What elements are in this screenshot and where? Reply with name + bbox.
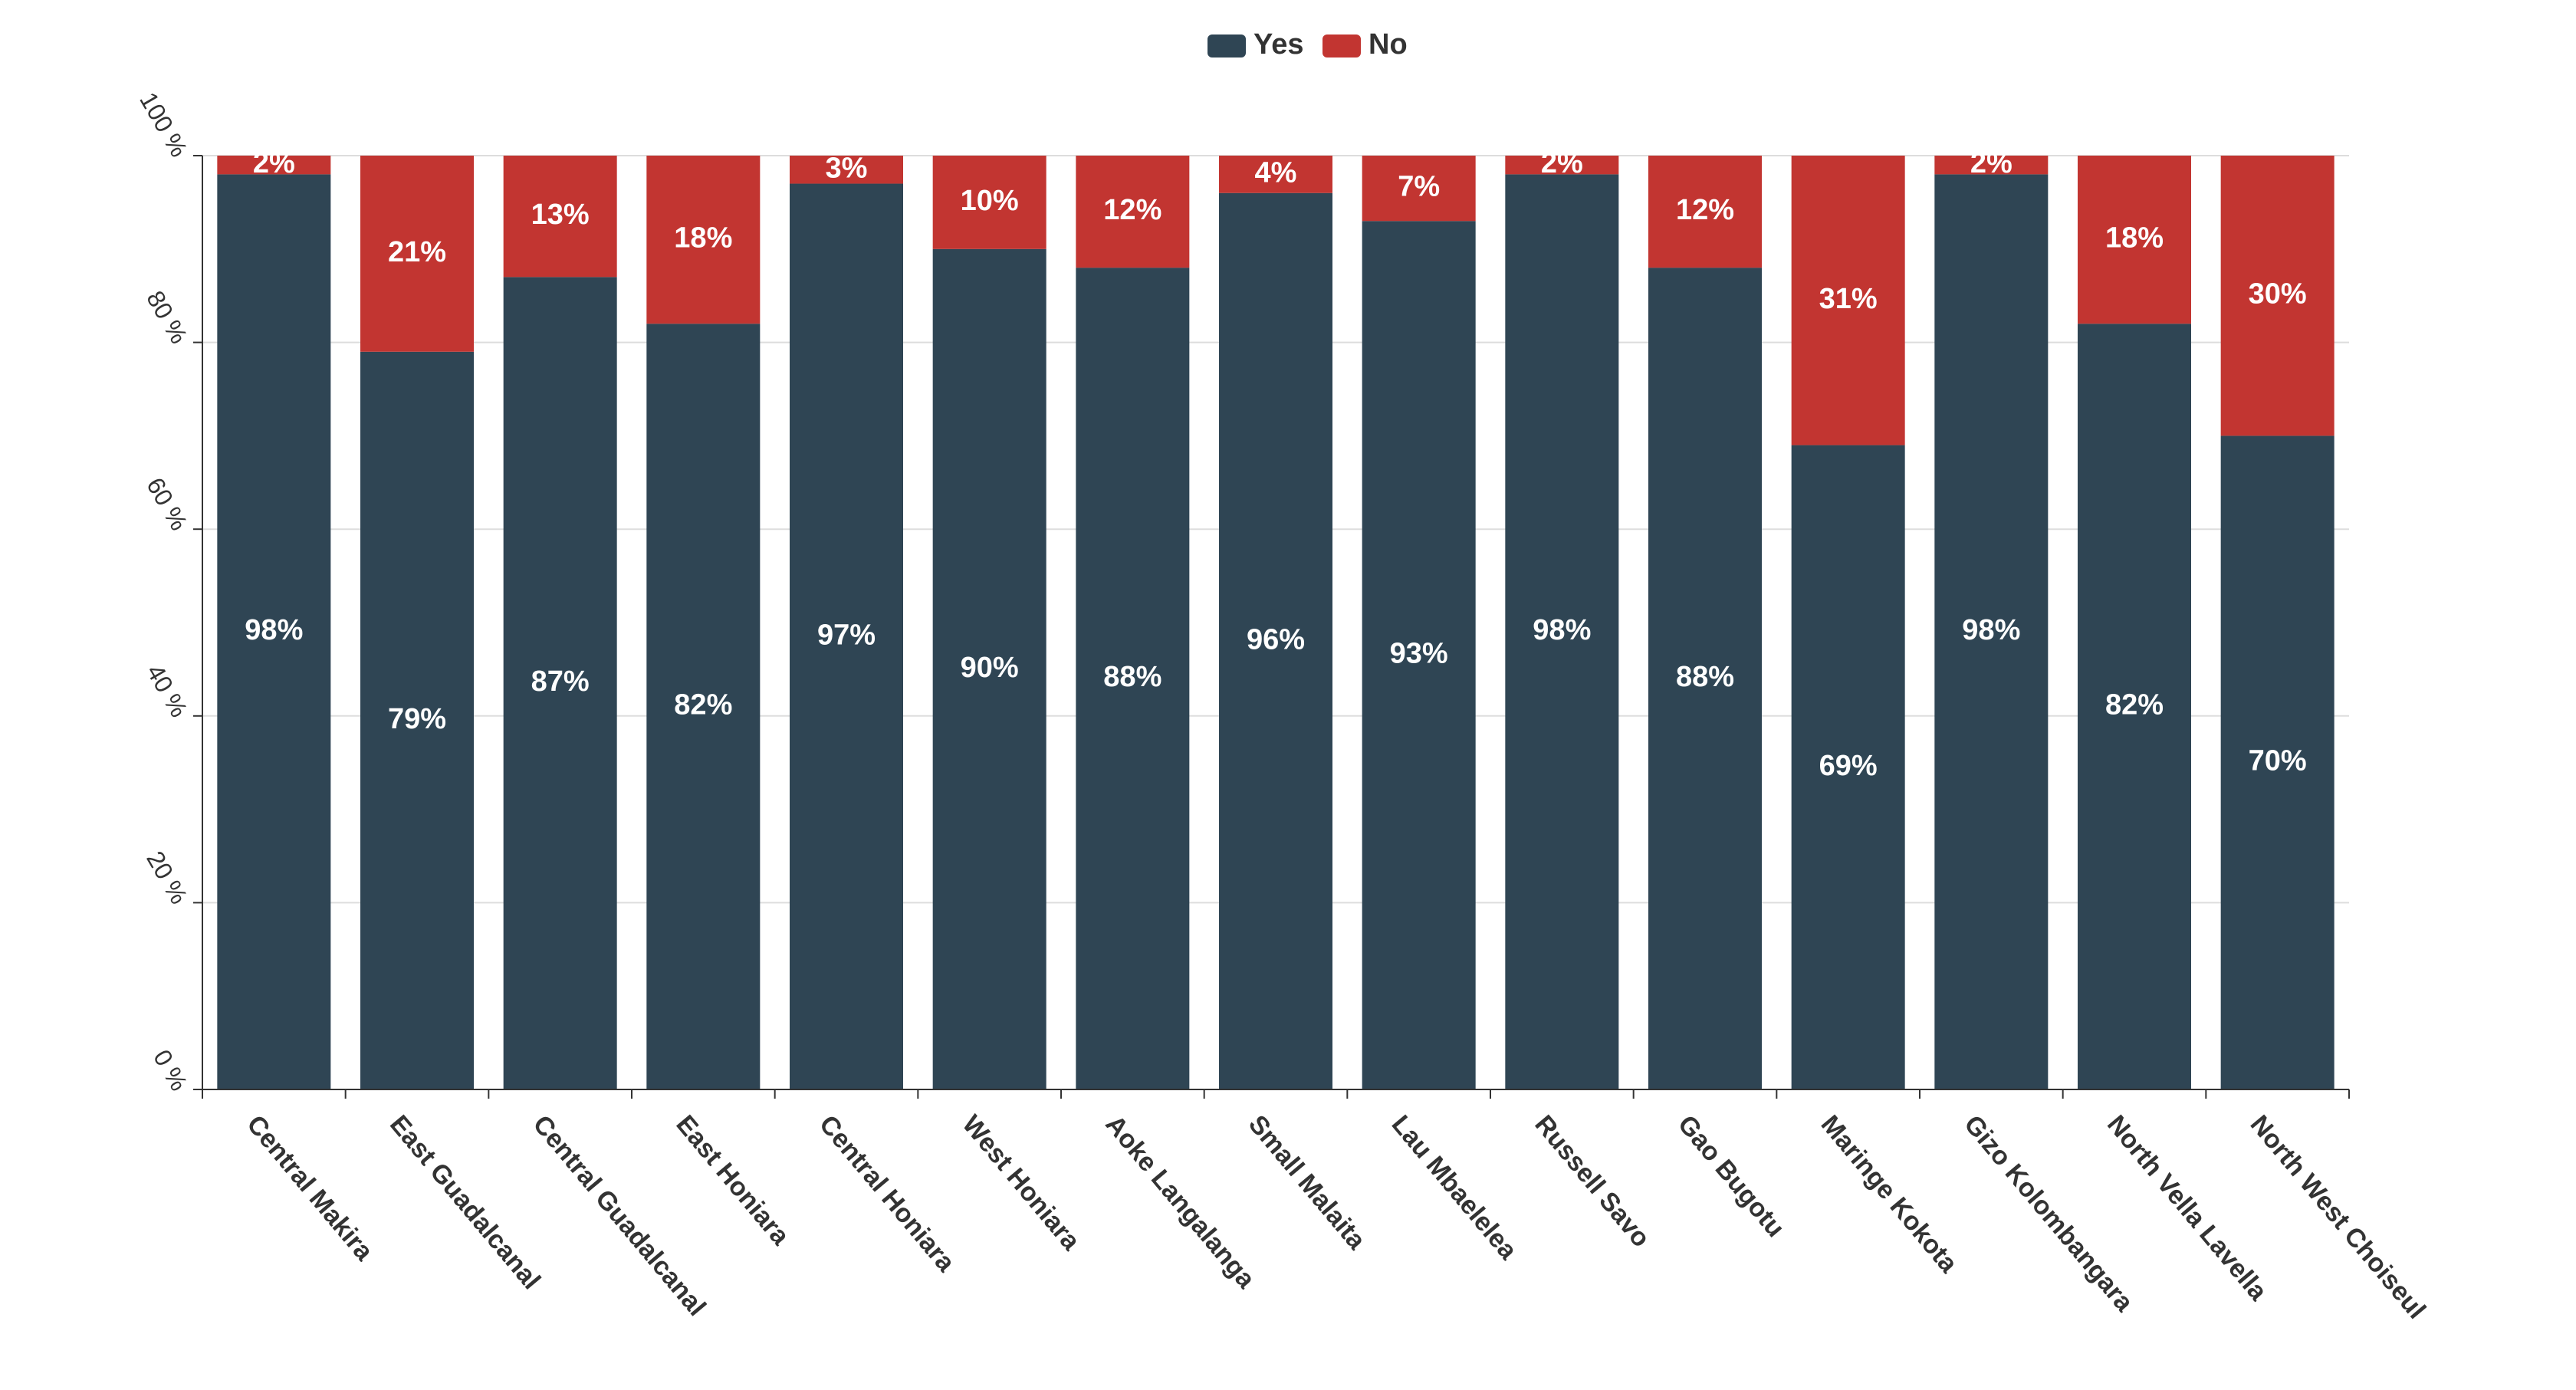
- data-label-no: 7%: [1398, 171, 1440, 203]
- bar-yes[interactable]: [360, 351, 474, 1089]
- data-label-yes: 93%: [1390, 638, 1448, 670]
- x-tick-label: East Honiara: [670, 1109, 795, 1250]
- bar-no[interactable]: [360, 156, 474, 352]
- data-label-no: 4%: [1255, 156, 1297, 189]
- data-label-yes: 87%: [531, 665, 590, 698]
- x-tick-label: West Honiara: [957, 1109, 1086, 1256]
- x-tick-label: North West Choiseul: [2245, 1109, 2432, 1324]
- bar-yes[interactable]: [646, 324, 761, 1089]
- legend-item-no[interactable]: No: [1322, 28, 1408, 61]
- bar-yes[interactable]: [1934, 174, 2049, 1090]
- bar-yes[interactable]: [1362, 221, 1476, 1089]
- legend-swatch: [1208, 35, 1246, 58]
- bar-yes[interactable]: [932, 248, 1046, 1089]
- bar-no[interactable]: [1505, 156, 1619, 175]
- data-label-yes: 98%: [245, 614, 303, 646]
- data-label-no: 12%: [1676, 194, 1734, 226]
- data-label-no: 21%: [388, 236, 446, 268]
- data-label-no: 12%: [1103, 194, 1162, 226]
- bar-yes[interactable]: [1219, 192, 1332, 1090]
- y-tick-label: 80 %: [141, 286, 193, 348]
- x-tick-label: Small Malaita: [1243, 1109, 1372, 1255]
- data-label-yes: 79%: [388, 703, 446, 735]
- legend-item-yes[interactable]: Yes: [1208, 28, 1304, 61]
- data-label-no: 31%: [1819, 283, 1878, 315]
- bar-yes[interactable]: [1076, 268, 1190, 1089]
- bar-yes[interactable]: [217, 174, 331, 1090]
- bar-yes[interactable]: [503, 277, 617, 1090]
- bar-no[interactable]: [1791, 156, 1905, 445]
- data-label-no: 2%: [1970, 147, 2013, 179]
- data-label-yes: 90%: [961, 652, 1019, 684]
- x-tick-label: Maringe Kokota: [1815, 1109, 1964, 1279]
- data-label-no: 18%: [674, 222, 732, 255]
- data-label-yes: 82%: [674, 689, 732, 721]
- data-label-no: 3%: [826, 152, 868, 184]
- y-tick-label: 60 %: [141, 473, 193, 535]
- data-label-yes: 96%: [1247, 623, 1305, 656]
- x-tick-label: Russell Savo: [1529, 1109, 1655, 1253]
- legend[interactable]: Yes No: [1208, 28, 1408, 61]
- bar-no[interactable]: [503, 156, 617, 278]
- data-label-yes: 98%: [1533, 614, 1591, 646]
- bar-yes[interactable]: [1648, 268, 1762, 1089]
- y-tick-label: 0 %: [148, 1045, 193, 1096]
- x-tick-label: North Vella Lavella: [2101, 1109, 2273, 1306]
- y-tick-label: 40 %: [141, 659, 193, 721]
- data-label-yes: 88%: [1676, 661, 1734, 693]
- data-label-yes: 69%: [1819, 750, 1878, 782]
- x-tick-label: Central Honiara: [813, 1109, 961, 1277]
- x-tick-label: East Guadalcanal: [384, 1109, 546, 1295]
- data-label-no: 2%: [1541, 147, 1583, 179]
- bar-yes[interactable]: [2078, 324, 2191, 1089]
- data-label-no: 13%: [531, 199, 590, 231]
- data-label-yes: 98%: [1962, 614, 2020, 646]
- legend-swatch: [1322, 35, 1361, 58]
- y-tick-label: 100 %: [134, 87, 193, 162]
- bar-yes[interactable]: [1505, 174, 1619, 1090]
- data-label-no: 10%: [961, 185, 1019, 217]
- x-tick-label: Central Makira: [241, 1109, 379, 1267]
- bar-no[interactable]: [1219, 156, 1332, 193]
- x-tick-label: Gao Bugotu: [1672, 1109, 1790, 1242]
- bar-yes[interactable]: [1791, 445, 1905, 1089]
- bar-no[interactable]: [646, 156, 761, 324]
- bar-yes[interactable]: [790, 183, 903, 1089]
- x-tick-label: Aoke Langalanga: [1099, 1109, 1261, 1294]
- bar-labels: 98% 2% 79% 21% 87% 13% 82% 18% 97% 3% 90% 10% 88% 12%…: [245, 147, 2306, 782]
- legend-label: Yes: [1254, 28, 1304, 61]
- bar-no[interactable]: [2078, 156, 2191, 324]
- data-label-yes: 88%: [1103, 661, 1162, 693]
- data-label-no: 2%: [253, 147, 295, 179]
- bar-no[interactable]: [2220, 156, 2334, 436]
- bars: [217, 156, 2334, 1090]
- bar-no[interactable]: [790, 156, 903, 184]
- data-label-yes: 97%: [817, 619, 876, 651]
- bar-no[interactable]: [1076, 156, 1190, 268]
- bar-no[interactable]: [217, 156, 331, 175]
- data-label-no: 18%: [2105, 222, 2164, 255]
- bar-no[interactable]: [932, 156, 1046, 249]
- bar-no[interactable]: [1648, 156, 1762, 268]
- y-tick-label: 20 %: [141, 846, 193, 909]
- bar-no[interactable]: [1934, 156, 2049, 175]
- data-label-no: 30%: [2249, 278, 2307, 311]
- bar-yes[interactable]: [2220, 435, 2334, 1089]
- data-label-yes: 70%: [2249, 745, 2307, 777]
- x-tick-label: Lau Mbaelelea: [1386, 1109, 1523, 1265]
- data-label-yes: 82%: [2105, 689, 2164, 721]
- bar-no[interactable]: [1362, 156, 1476, 222]
- legend-label: No: [1368, 28, 1408, 61]
